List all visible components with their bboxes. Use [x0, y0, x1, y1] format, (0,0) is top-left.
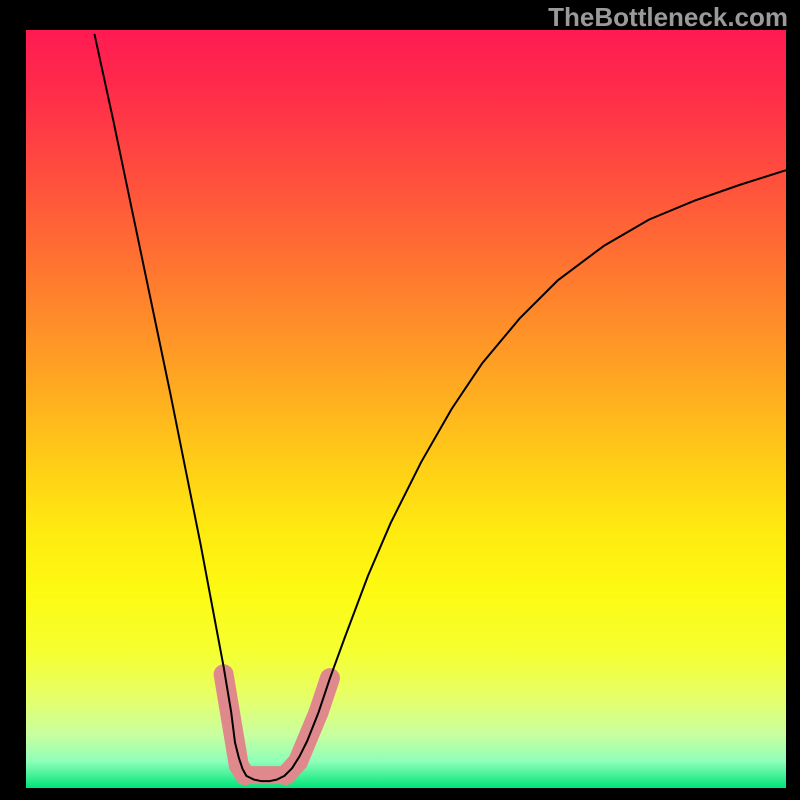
bottleneck-chart — [26, 30, 786, 788]
watermark-text: TheBottleneck.com — [548, 2, 788, 33]
chart-plot-area — [26, 30, 786, 788]
gradient-background — [26, 30, 786, 788]
